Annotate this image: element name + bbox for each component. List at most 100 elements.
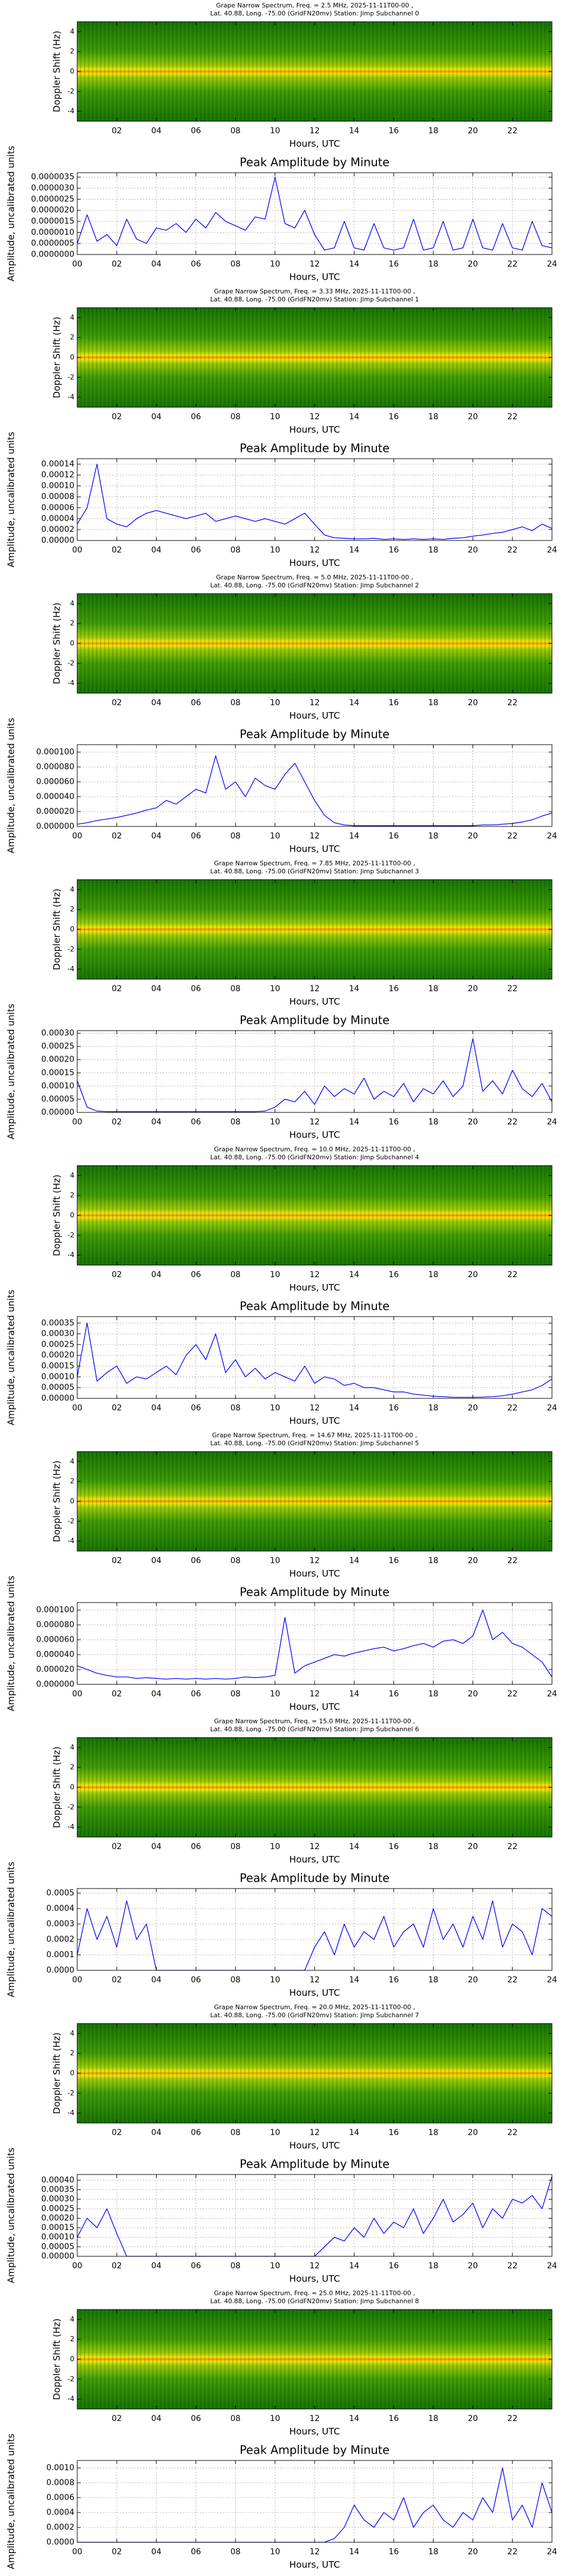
x-tick-label: 08	[231, 260, 241, 269]
x-tick-label: 04	[151, 412, 161, 422]
y-tick-label: 0.0000010	[31, 228, 74, 237]
x-tick-label: 10	[270, 260, 280, 269]
x-tick-label: 14	[349, 126, 359, 136]
y-tick-label: 0.000100	[36, 748, 74, 757]
spectrogram-texture	[77, 1738, 552, 1837]
x-axis-label: Hours, UTC	[289, 424, 340, 435]
y-tick-label: 0.00020	[41, 1351, 74, 1360]
x-tick-label: 08	[231, 2128, 241, 2137]
y-tick-label: 0	[70, 67, 74, 75]
y-axis-label: Doppler Shift (Hz)	[51, 31, 62, 113]
y-tick-label: 0.00005	[41, 2242, 74, 2251]
chart-title: Peak Amplitude by Minute	[240, 442, 390, 455]
x-tick-label: 04	[151, 260, 161, 269]
y-tick-label: 0.00035	[41, 2185, 74, 2195]
y-axis-label: Amplitude, uncalibrated units	[6, 1290, 17, 1425]
x-tick-label: 20	[468, 126, 478, 136]
y-tick-label: 0	[70, 2355, 74, 2363]
x-tick-label: 12	[309, 1689, 320, 1699]
chart-subtitle: Lat. 40.88, Long. -75.00 (GridFN20mv) St…	[210, 1726, 419, 1733]
x-tick-label: 06	[191, 1689, 201, 1699]
x-tick-label: 16	[388, 2128, 399, 2137]
y-tick-label: -4	[67, 1251, 74, 1259]
y-axis-label: Doppler Shift (Hz)	[51, 1461, 62, 1543]
x-axis-label: Hours, UTC	[289, 1282, 340, 1293]
x-tick-label: 02	[112, 1118, 122, 1127]
chart-subtitle: Lat. 40.88, Long. -75.00 (GridFN20mv) St…	[210, 1440, 419, 1447]
x-tick-label: 04	[151, 1270, 161, 1279]
y-tick-label: 0.000000	[36, 1680, 74, 1689]
y-tick-label: 0	[70, 2069, 74, 2077]
x-tick-label: 04	[151, 1689, 161, 1699]
y-tick-label: 0.00008	[41, 492, 74, 502]
x-tick-label: 20	[468, 698, 478, 707]
x-tick-label: 20	[468, 1842, 478, 1851]
x-tick-label: 22	[507, 698, 518, 707]
x-tick-label: 22	[507, 2261, 518, 2271]
x-tick-label: 24	[547, 1404, 557, 1413]
x-axis-label: Hours, UTC	[289, 2140, 340, 2151]
chart-title: Peak Amplitude by Minute	[240, 1585, 390, 1599]
x-tick-label: 00	[72, 1689, 82, 1699]
x-tick-label: 24	[547, 832, 557, 841]
y-tick-label: 0	[70, 353, 74, 361]
x-tick-label: 06	[191, 126, 201, 136]
x-tick-label: 18	[428, 1270, 439, 1279]
x-tick-label: 06	[191, 2128, 201, 2137]
x-tick-label: 10	[270, 2261, 280, 2271]
x-tick-label: 02	[112, 1556, 122, 1565]
x-tick-label: 22	[507, 1689, 518, 1699]
x-axis-label: Hours, UTC	[289, 996, 340, 1007]
x-tick-label: 12	[309, 260, 320, 269]
x-tick-label: 14	[349, 260, 359, 269]
x-tick-label: 22	[507, 2414, 518, 2423]
x-tick-label: 02	[112, 984, 122, 993]
x-tick-label: 06	[191, 1404, 201, 1413]
y-axis-label: Doppler Shift (Hz)	[51, 2319, 62, 2400]
y-tick-label: 0	[70, 639, 74, 647]
chart-title: Peak Amplitude by Minute	[240, 2157, 390, 2171]
y-tick-label: 2	[70, 2049, 74, 2057]
x-tick-label: 16	[388, 2414, 399, 2423]
x-tick-label: 12	[309, 1118, 320, 1127]
x-tick-label: 20	[468, 260, 478, 269]
x-tick-label: 16	[388, 126, 399, 136]
y-tick-label: 0.0000025	[31, 194, 74, 204]
x-tick-label: 20	[468, 1556, 478, 1565]
y-axis-label: Amplitude, uncalibrated units	[6, 1862, 17, 1997]
y-axis-label: Doppler Shift (Hz)	[51, 603, 62, 685]
y-tick-label: 0	[70, 925, 74, 933]
x-tick-label: 10	[270, 546, 280, 555]
y-tick-label: 0.00006	[41, 503, 74, 512]
y-tick-label: -4	[67, 965, 74, 973]
y-tick-label: 0.00030	[41, 1029, 74, 1038]
y-tick-label: 0.00010	[41, 2233, 74, 2242]
x-tick-label: 12	[309, 698, 320, 707]
x-tick-label: 10	[270, 1842, 280, 1851]
x-tick-label: 04	[151, 698, 161, 707]
y-axis-label: Doppler Shift (Hz)	[51, 889, 62, 971]
y-tick-label: 0.000040	[36, 792, 74, 801]
x-tick-label: 00	[72, 1975, 82, 1985]
y-tick-label: 0.0000020	[31, 206, 74, 215]
x-tick-label: 04	[151, 2547, 161, 2557]
x-tick-label: 02	[112, 2128, 122, 2137]
y-tick-label: 0.0000005	[31, 239, 74, 248]
x-tick-label: 16	[388, 1689, 399, 1699]
x-tick-label: 12	[309, 2547, 320, 2557]
y-axis-label: Doppler Shift (Hz)	[51, 1175, 62, 1257]
chart-title: Grape Narrow Spectrum, Freq. = 15.0 MHz,…	[214, 1718, 415, 1725]
chart-title: Peak Amplitude by Minute	[240, 1299, 390, 1313]
x-tick-label: 02	[112, 260, 122, 269]
x-tick-label: 10	[270, 1118, 280, 1127]
x-tick-label: 06	[191, 832, 201, 841]
x-tick-label: 04	[151, 1975, 161, 1985]
x-tick-label: 04	[151, 984, 161, 993]
x-tick-label: 04	[151, 2128, 161, 2137]
x-tick-label: 14	[349, 2128, 359, 2137]
y-tick-label: 0.0003	[46, 1919, 74, 1929]
y-tick-label: -4	[67, 1537, 74, 1545]
x-tick-label: 04	[151, 1842, 161, 1851]
x-tick-label: 16	[388, 2547, 399, 2557]
x-tick-label: 12	[309, 2414, 320, 2423]
